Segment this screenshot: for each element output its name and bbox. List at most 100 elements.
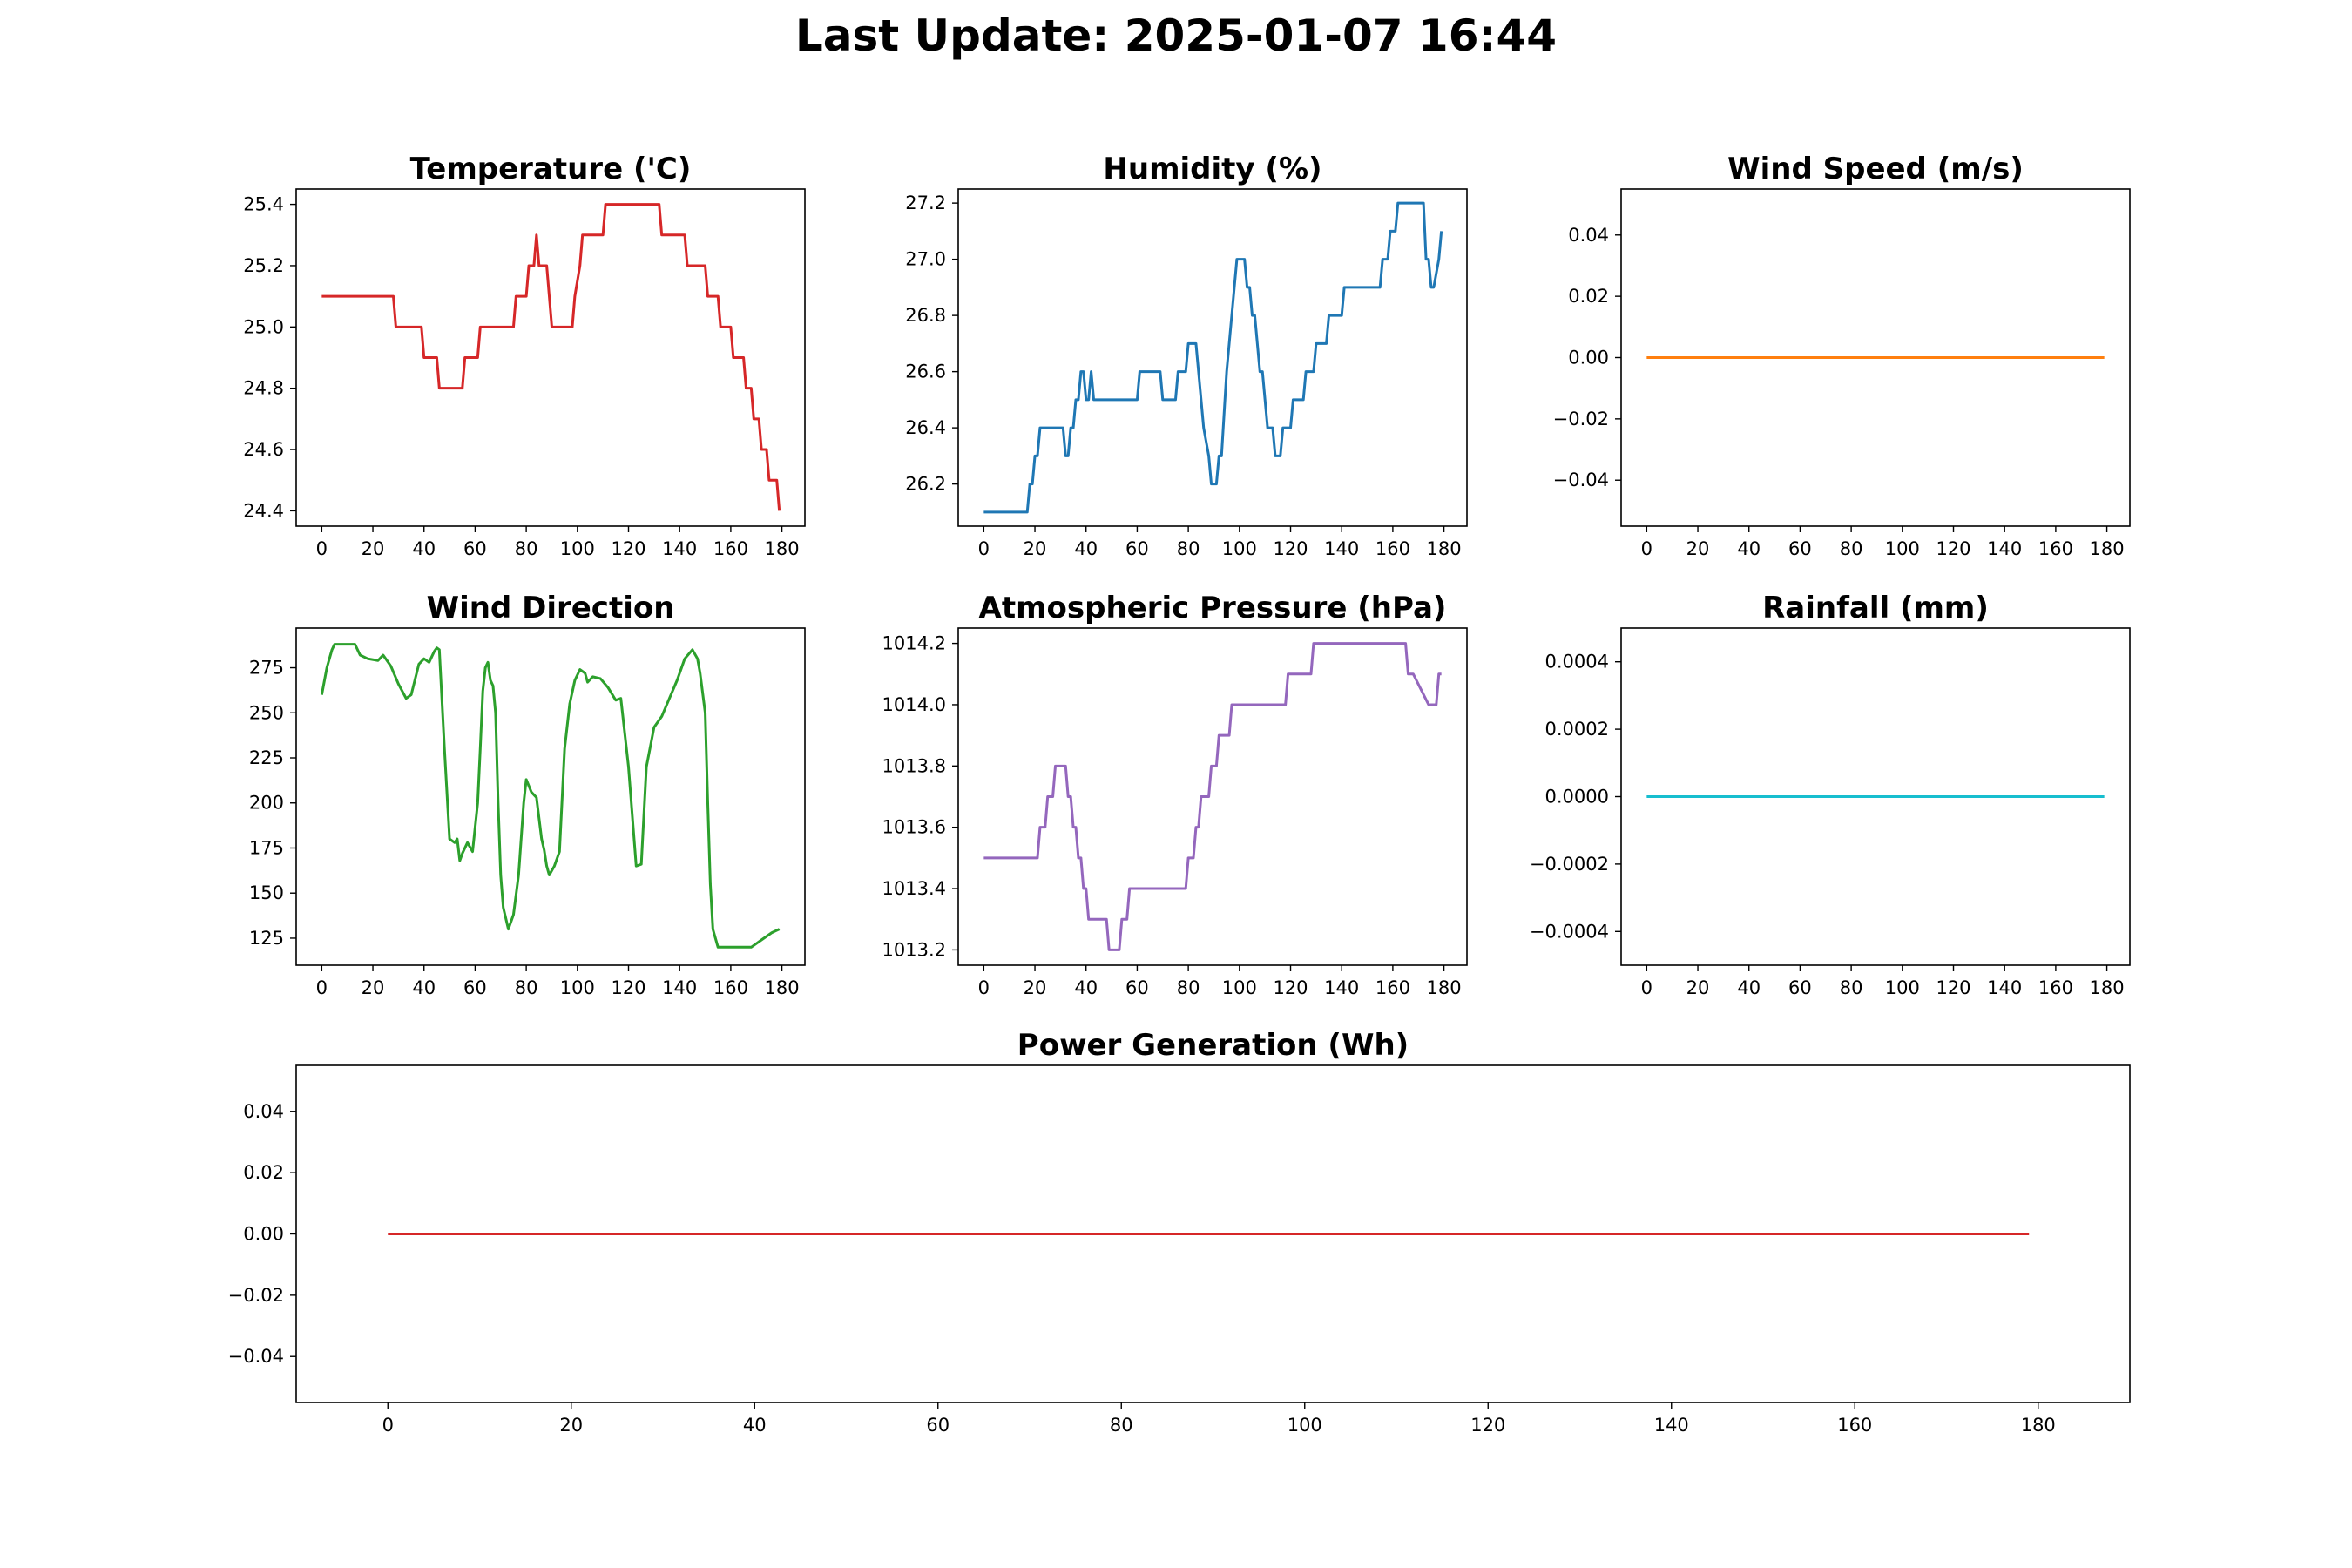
x-tick-label: 120 (1470, 1415, 1505, 1436)
x-tick-label: 60 (1125, 977, 1149, 998)
x-tick-label: 160 (713, 977, 748, 998)
chart-title: Power Generation (Wh) (1017, 1028, 1409, 1063)
x-tick-label: 180 (2021, 1415, 2056, 1436)
x-tick-label: 20 (559, 1415, 583, 1436)
y-tick-label: −0.0004 (1530, 921, 1609, 942)
y-tick-label: 0.02 (243, 1162, 284, 1183)
y-tick-label: 26.4 (905, 417, 946, 438)
chart-title: Wind Direction (427, 591, 675, 625)
x-tick-label: 140 (1987, 538, 2022, 559)
y-tick-label: 24.6 (243, 439, 284, 460)
wind-direction-chart: Wind Direction 0 20 40 60 80 100 120 140 160 180 12… (249, 591, 806, 998)
x-tick-label: 160 (2038, 538, 2073, 559)
y-tick-label: 26.2 (905, 474, 946, 495)
x-tick-label: 120 (611, 977, 645, 998)
y-tick-label: −0.02 (228, 1285, 284, 1306)
x-tick-label: 80 (1177, 977, 1200, 998)
x-tick-label: 40 (1737, 538, 1761, 559)
x-tick-label: 120 (1273, 538, 1308, 559)
x-tick-label: 100 (1222, 977, 1257, 998)
x-tick-label: 60 (463, 538, 487, 559)
y-tick-label: 24.8 (243, 378, 284, 399)
x-tick-label: 0 (382, 1415, 394, 1436)
page-title: Last Update: 2025-01-07 16:44 (795, 10, 1557, 61)
x-tick-label: 180 (1427, 977, 1462, 998)
x-tick-label: 20 (362, 977, 385, 998)
x-tick-label: 160 (1375, 977, 1410, 998)
x-tick-label: 40 (412, 538, 436, 559)
atmospheric-pressure-chart: Atmospheric Pressure (hPa) 0 20 40 60 80 100 12… (882, 591, 1468, 998)
x-tick-label: 180 (2090, 538, 2125, 559)
x-tick-label: 0 (316, 538, 328, 559)
y-tick-label: 24.4 (243, 500, 284, 521)
x-tick-label: 160 (2038, 977, 2073, 998)
y-tick-label: 0.02 (1568, 286, 1609, 307)
x-tick-label: 140 (1987, 977, 2022, 998)
x-tick-label: 0 (978, 977, 990, 998)
x-tick-label: 40 (1074, 538, 1098, 559)
y-tick-label: 0.0002 (1545, 719, 1609, 740)
y-tick-label: −0.02 (1553, 409, 1609, 429)
chart-title: Humidity (%) (1103, 152, 1321, 186)
x-tick-label: 20 (1024, 977, 1047, 998)
x-tick-label: 140 (662, 538, 697, 559)
x-tick-label: 0 (1641, 977, 1652, 998)
y-tick-label: 200 (249, 793, 284, 814)
x-tick-label: 180 (1427, 538, 1462, 559)
y-tick-label: 0.00 (1568, 348, 1609, 368)
y-tick-label: 25.0 (243, 316, 284, 337)
x-tick-label: 100 (1288, 1415, 1322, 1436)
x-tick-label: 80 (1840, 977, 1863, 998)
x-tick-label: 160 (713, 538, 748, 559)
x-tick-label: 180 (765, 538, 800, 559)
y-tick-label: 1013.4 (882, 878, 946, 899)
x-tick-label: 100 (1222, 538, 1257, 559)
plot-frame (957, 627, 1468, 966)
chart-title: Temperature ('C) (410, 152, 692, 186)
x-tick-label: 180 (765, 977, 800, 998)
y-tick-label: 225 (249, 747, 284, 768)
humidity-chart: Humidity (%) 0 20 40 60 80 100 120 140 160 180 26.2… (905, 152, 1468, 559)
x-tick-label: 60 (463, 977, 487, 998)
y-tick-label: 0.04 (1568, 225, 1609, 246)
x-tick-label: 60 (926, 1415, 950, 1436)
x-tick-label: 80 (1110, 1415, 1133, 1436)
y-tick-label: 27.0 (905, 249, 946, 270)
x-tick-label: 20 (1024, 538, 1047, 559)
y-tick-label: 125 (249, 928, 284, 949)
x-tick-label: 100 (560, 538, 595, 559)
y-tick-label: −0.0002 (1530, 854, 1609, 875)
y-tick-label: 0.00 (243, 1224, 284, 1245)
x-tick-label: 120 (1936, 977, 1970, 998)
y-tick-label: 250 (249, 702, 284, 723)
y-tick-label: 27.2 (905, 193, 946, 213)
x-tick-label: 0 (978, 538, 990, 559)
temperature-chart: Temperature ('C) 0 20 40 60 80 100 120 140 160 180… (243, 152, 806, 559)
y-tick-label: 275 (249, 658, 284, 679)
y-tick-label: 1013.2 (882, 939, 946, 960)
plot-frame (295, 627, 806, 966)
x-tick-label: 100 (1885, 538, 1920, 559)
x-tick-label: 120 (1936, 538, 1970, 559)
x-tick-label: 40 (412, 977, 436, 998)
chart-panels: Temperature ('C) 0 20 40 60 80 100 120 140 160 180… (228, 152, 2131, 1436)
x-tick-label: 60 (1125, 538, 1149, 559)
wind-direction-series-line (320, 643, 781, 949)
power-generation-chart: Power Generation (Wh) 0 20 40 60 80 100 120 140 1… (228, 1028, 2131, 1436)
x-tick-label: 140 (1324, 977, 1359, 998)
x-tick-label: 140 (1654, 1415, 1689, 1436)
chart-title: Wind Speed (m/s) (1727, 152, 2024, 186)
y-tick-label: 0.04 (243, 1101, 284, 1122)
x-tick-label: 60 (1788, 538, 1812, 559)
x-tick-label: 20 (362, 538, 385, 559)
x-tick-label: 0 (316, 977, 328, 998)
x-tick-label: 100 (560, 977, 595, 998)
x-tick-label: 80 (515, 977, 538, 998)
x-tick-label: 100 (1885, 977, 1920, 998)
x-tick-label: 160 (1375, 538, 1410, 559)
x-tick-label: 0 (1641, 538, 1652, 559)
x-tick-label: 40 (743, 1415, 767, 1436)
x-tick-label: 120 (611, 538, 645, 559)
y-tick-label: −0.04 (228, 1346, 284, 1367)
